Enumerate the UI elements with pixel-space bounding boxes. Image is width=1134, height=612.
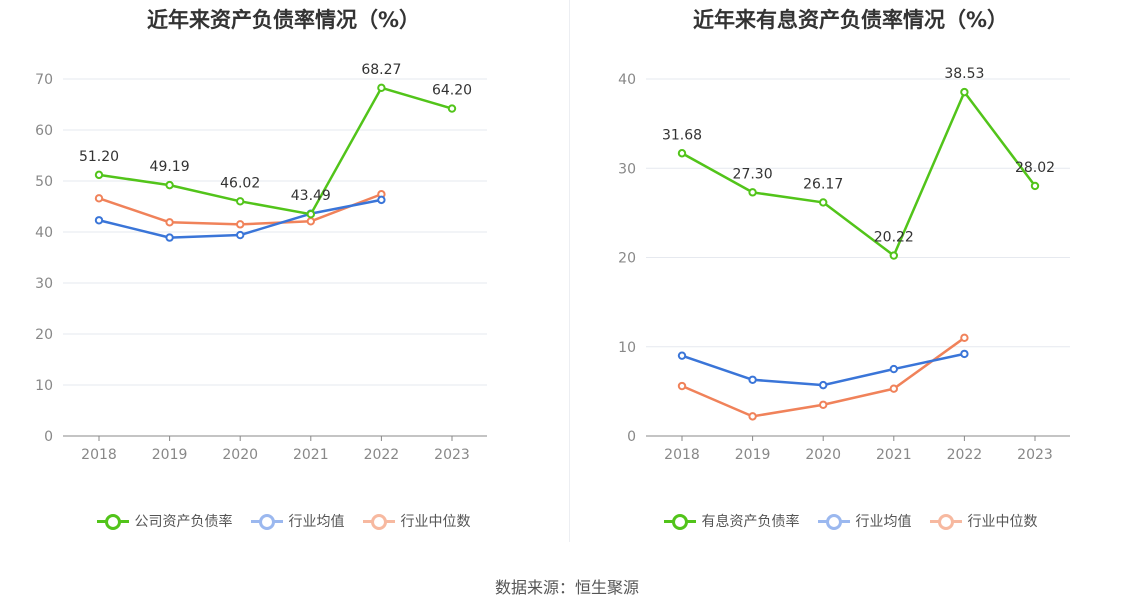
legend-line-circle-icon (250, 514, 283, 530)
data-point (677, 149, 687, 158)
data-point (236, 230, 245, 240)
x-tick-label: 2020 (805, 447, 841, 463)
data-point (960, 87, 969, 97)
data-point (819, 400, 828, 409)
legend-label: 行业中位数 (967, 514, 1038, 530)
chart-legend: 公司资产负债率 行业均值 行业中位数 (0, 511, 567, 531)
data-point (889, 251, 898, 260)
legend-line-circle-icon (362, 514, 395, 530)
data-point (748, 375, 757, 384)
panel-divider (569, 0, 570, 542)
data-point (165, 233, 174, 242)
data-label: 27.30 (733, 166, 773, 182)
x-tick-label: 2021 (876, 447, 912, 463)
data-point (165, 218, 174, 227)
x-tick-label: 2019 (735, 447, 771, 463)
data-point (165, 180, 174, 190)
data-point (748, 188, 757, 197)
interest-debt-ratio-chart-panel: 近年来有息资产负债率情况（%） 0 10 20 30 40 2018 2019 2020 202… (567, 0, 1134, 560)
y-tick-label: 40 (35, 225, 53, 241)
data-point (94, 216, 104, 225)
chart-title: 近年来有息资产负债率情况（%） (692, 8, 1009, 32)
data-label: 49.19 (150, 159, 190, 175)
data-source-note: 数据来源：恒生聚源 (494, 578, 639, 597)
legend-item-industry-median[interactable]: 行业中位数 (362, 511, 471, 531)
data-label: 68.27 (361, 62, 401, 78)
y-tick-label: 60 (35, 123, 53, 139)
x-tick-label: 2023 (1017, 447, 1053, 463)
x-tick-label: 2022 (947, 447, 983, 463)
data-point (819, 198, 828, 207)
x-tick-label: 2018 (664, 447, 700, 463)
data-point (306, 210, 315, 219)
y-tick-label: 20 (618, 251, 636, 267)
legend-item-industry-median[interactable]: 行业中位数 (929, 511, 1038, 531)
legend-label: 行业均值 (855, 514, 912, 530)
series-line (681, 90, 1036, 257)
data-point (236, 220, 245, 229)
data-label: 20.22 (874, 230, 914, 246)
data-point (94, 170, 104, 180)
data-label: 28.02 (1015, 160, 1055, 176)
legend-item-industry-mean[interactable]: 行业均值 (817, 511, 912, 531)
data-point (748, 412, 757, 421)
legend-item-industry-mean[interactable]: 行业均值 (250, 511, 345, 531)
data-point (889, 384, 898, 393)
data-label: 26.17 (803, 176, 843, 192)
y-tick-label: 50 (35, 174, 53, 190)
data-label: 38.53 (944, 66, 984, 82)
data-point (960, 349, 969, 359)
data-point (1030, 181, 1040, 191)
data-point (377, 83, 386, 93)
legend-item-company[interactable]: 公司资产负债率 (96, 511, 233, 531)
chart-title: 近年来资产负债率情况（%） (146, 8, 421, 32)
x-tick-label: 2022 (364, 447, 400, 463)
legend-line-circle-icon (96, 514, 129, 530)
data-point (94, 194, 104, 203)
legend-item-company[interactable]: 有息资产负债率 (663, 511, 800, 531)
legend-line-circle-icon (663, 514, 696, 530)
x-tick-label: 2021 (293, 447, 329, 463)
legend-label: 有息资产负债率 (701, 514, 800, 530)
y-tick-label: 0 (627, 429, 636, 445)
data-label: 43.49 (291, 188, 331, 204)
data-point (819, 380, 828, 390)
y-tick-label: 30 (618, 161, 636, 177)
data-point (377, 195, 386, 205)
x-tick-label: 2023 (434, 447, 470, 463)
data-label: 64.20 (432, 83, 472, 99)
y-tick-label: 40 (618, 72, 636, 88)
data-point (889, 364, 898, 374)
legend-label: 行业中位数 (400, 514, 471, 530)
chart-legend: 有息资产负债率 行业均值 行业中位数 (567, 511, 1134, 531)
y-tick-label: 0 (44, 429, 53, 445)
legend-line-circle-icon (929, 514, 962, 530)
debt-ratio-chart-panel: 近年来资产负债率情况（%） 0 10 20 30 40 50 60 70 2018 2019 202… (0, 0, 567, 560)
x-tick-label: 2018 (81, 447, 117, 463)
interest-debt-ratio-chart: 0 10 20 30 40 2018 2019 2020 2021 2022 2023 31.68 27… (618, 66, 1070, 463)
x-tick-label: 2020 (222, 447, 258, 463)
data-label: 51.20 (79, 149, 119, 165)
data-point (306, 217, 315, 226)
y-tick-label: 30 (35, 276, 53, 292)
data-point (960, 333, 969, 343)
y-tick-label: 70 (35, 72, 53, 88)
data-label: 46.02 (220, 175, 260, 191)
legend-line-circle-icon (817, 514, 850, 530)
legend-label: 公司资产负债率 (134, 514, 233, 530)
data-point (677, 381, 687, 391)
legend-label: 行业均值 (288, 514, 345, 530)
data-point (677, 351, 687, 360)
y-tick-label: 10 (35, 378, 53, 394)
series-line (98, 86, 453, 216)
data-point (447, 104, 457, 113)
x-tick-label: 2019 (152, 447, 188, 463)
debt-ratio-chart: 0 10 20 30 40 50 60 70 2018 2019 2020 2021 2022 2023 5… (35, 62, 487, 463)
data-point (236, 197, 245, 206)
data-label: 31.68 (662, 127, 702, 143)
y-tick-label: 20 (35, 327, 53, 343)
y-tick-label: 10 (618, 340, 636, 356)
